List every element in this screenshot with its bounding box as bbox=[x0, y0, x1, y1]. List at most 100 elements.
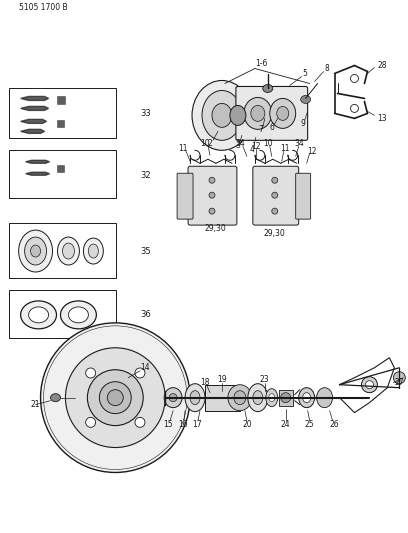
Polygon shape bbox=[26, 172, 49, 175]
FancyBboxPatch shape bbox=[177, 173, 193, 219]
Ellipse shape bbox=[190, 391, 200, 405]
Text: 18: 18 bbox=[200, 378, 210, 387]
Ellipse shape bbox=[228, 385, 252, 410]
Ellipse shape bbox=[69, 307, 89, 323]
Bar bbox=[56, 96, 65, 104]
Circle shape bbox=[87, 370, 143, 425]
Bar bbox=[9, 88, 116, 139]
FancyBboxPatch shape bbox=[296, 173, 310, 219]
Text: 12: 12 bbox=[307, 147, 316, 156]
Ellipse shape bbox=[212, 103, 232, 127]
Circle shape bbox=[209, 208, 215, 214]
Circle shape bbox=[169, 394, 177, 402]
Circle shape bbox=[272, 177, 278, 183]
Circle shape bbox=[272, 192, 278, 198]
Bar bbox=[56, 165, 64, 172]
Ellipse shape bbox=[299, 387, 315, 408]
Text: 4: 4 bbox=[249, 145, 254, 154]
Polygon shape bbox=[26, 160, 49, 163]
Text: 1-6: 1-6 bbox=[256, 59, 268, 68]
Text: 24: 24 bbox=[281, 420, 290, 429]
Ellipse shape bbox=[51, 394, 60, 402]
Ellipse shape bbox=[234, 391, 246, 405]
Ellipse shape bbox=[248, 384, 268, 411]
Text: 14: 14 bbox=[140, 363, 150, 372]
Text: 3: 3 bbox=[235, 141, 240, 150]
Ellipse shape bbox=[58, 237, 80, 265]
Text: 12: 12 bbox=[251, 142, 261, 151]
Ellipse shape bbox=[253, 391, 263, 405]
Text: 36: 36 bbox=[140, 310, 151, 319]
Text: 25: 25 bbox=[305, 420, 315, 429]
Text: 29,30: 29,30 bbox=[264, 229, 286, 238]
Text: 26: 26 bbox=[330, 420, 339, 429]
Circle shape bbox=[209, 177, 215, 183]
Ellipse shape bbox=[185, 384, 205, 411]
Text: 16: 16 bbox=[178, 420, 188, 429]
Ellipse shape bbox=[19, 230, 53, 272]
Ellipse shape bbox=[269, 394, 275, 402]
Bar bbox=[9, 290, 116, 338]
Circle shape bbox=[272, 208, 278, 214]
Ellipse shape bbox=[277, 107, 289, 120]
Bar bbox=[56, 120, 64, 127]
Text: 11: 11 bbox=[178, 144, 188, 153]
Text: 29,30: 29,30 bbox=[204, 224, 226, 232]
Bar bbox=[9, 223, 116, 278]
Polygon shape bbox=[21, 107, 49, 110]
Circle shape bbox=[86, 368, 95, 378]
Text: 20: 20 bbox=[242, 420, 252, 429]
Ellipse shape bbox=[281, 393, 291, 402]
Circle shape bbox=[350, 75, 359, 83]
Text: 34: 34 bbox=[295, 139, 304, 148]
Text: 27: 27 bbox=[395, 378, 404, 387]
Ellipse shape bbox=[266, 389, 278, 407]
Polygon shape bbox=[21, 130, 44, 133]
Circle shape bbox=[350, 104, 359, 112]
Ellipse shape bbox=[21, 301, 56, 329]
Text: 35: 35 bbox=[140, 247, 151, 255]
Polygon shape bbox=[21, 96, 49, 100]
Ellipse shape bbox=[24, 237, 47, 265]
Text: 13: 13 bbox=[377, 114, 387, 123]
Ellipse shape bbox=[31, 245, 40, 257]
Text: 5105 1700 B: 5105 1700 B bbox=[19, 3, 67, 12]
Text: 9: 9 bbox=[300, 119, 305, 128]
Bar bbox=[205, 385, 240, 410]
Ellipse shape bbox=[202, 91, 242, 140]
Polygon shape bbox=[21, 119, 47, 123]
Text: 2: 2 bbox=[208, 139, 212, 148]
Ellipse shape bbox=[270, 99, 296, 128]
Ellipse shape bbox=[251, 106, 265, 122]
Bar bbox=[9, 150, 116, 198]
Text: 23: 23 bbox=[260, 375, 270, 384]
Ellipse shape bbox=[301, 95, 310, 103]
Text: 21: 21 bbox=[31, 400, 40, 409]
Text: 5: 5 bbox=[302, 69, 307, 78]
Circle shape bbox=[135, 417, 145, 427]
FancyBboxPatch shape bbox=[188, 166, 237, 225]
Circle shape bbox=[209, 192, 215, 198]
FancyBboxPatch shape bbox=[253, 166, 299, 225]
Ellipse shape bbox=[62, 243, 74, 259]
Circle shape bbox=[135, 368, 145, 378]
Ellipse shape bbox=[263, 84, 273, 92]
Text: 10: 10 bbox=[200, 139, 210, 148]
Text: 28: 28 bbox=[377, 61, 387, 70]
Circle shape bbox=[393, 372, 405, 384]
Text: 33: 33 bbox=[140, 109, 151, 118]
Ellipse shape bbox=[230, 106, 246, 125]
Text: 32: 32 bbox=[140, 171, 151, 180]
Circle shape bbox=[100, 382, 131, 414]
Text: 17: 17 bbox=[192, 420, 202, 429]
Text: 8: 8 bbox=[324, 64, 329, 73]
Ellipse shape bbox=[317, 387, 333, 408]
Ellipse shape bbox=[244, 98, 272, 130]
Ellipse shape bbox=[83, 238, 103, 264]
Text: 6: 6 bbox=[269, 123, 274, 132]
Ellipse shape bbox=[192, 80, 252, 150]
Text: 15: 15 bbox=[163, 420, 173, 429]
Circle shape bbox=[86, 417, 95, 427]
Ellipse shape bbox=[303, 393, 310, 402]
Ellipse shape bbox=[89, 244, 98, 258]
